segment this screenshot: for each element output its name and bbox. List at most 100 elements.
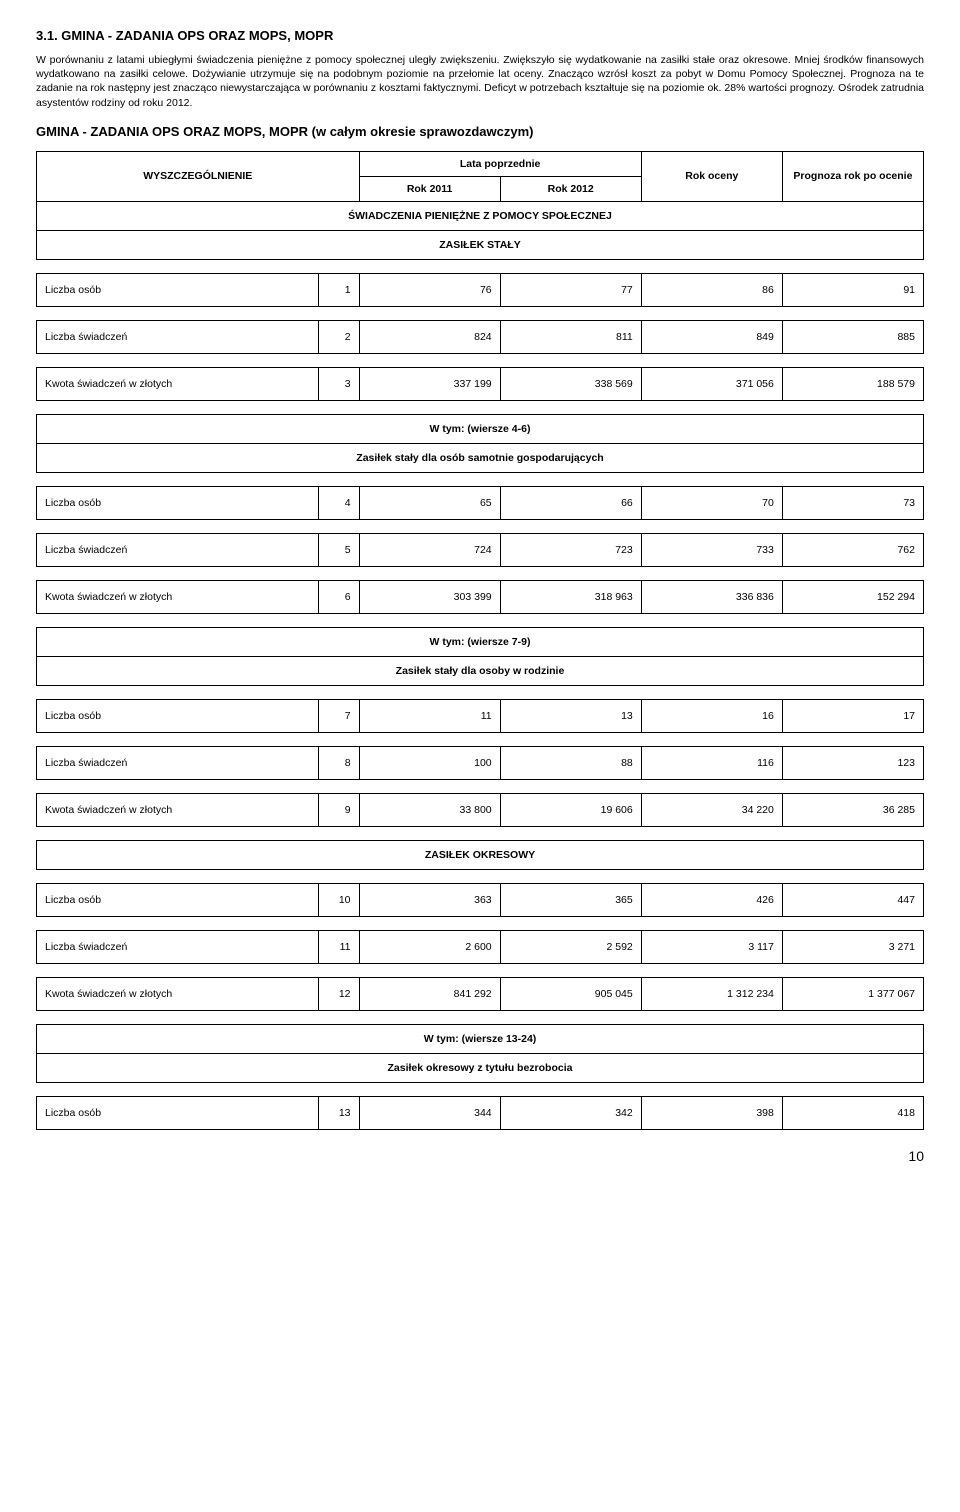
cell: 1 312 234 (641, 977, 782, 1010)
cell: 338 569 (500, 367, 641, 400)
table-row: Kwota świadczeń w złotych 12 841 292 905… (37, 977, 924, 1010)
cell: 303 399 (359, 580, 500, 613)
row-idx: 4 (319, 486, 359, 519)
cell: 152 294 (782, 580, 923, 613)
cell: 65 (359, 486, 500, 519)
row-idx: 8 (319, 746, 359, 779)
row-idx: 6 (319, 580, 359, 613)
row-idx: 11 (319, 930, 359, 963)
cell: 318 963 (500, 580, 641, 613)
header-row-1: WYSZCZEGÓLNIENIE Lata poprzednie Rok oce… (37, 151, 924, 176)
intro-paragraph: W porównaniu z latami ubiegłymi świadcze… (36, 53, 924, 110)
row-label: Liczba osób (37, 486, 319, 519)
row-label: Kwota świadczeń w złotych (37, 977, 319, 1010)
cell: 17 (782, 699, 923, 732)
header-rok-2011: Rok 2011 (359, 176, 500, 201)
header-rok-2012: Rok 2012 (500, 176, 641, 201)
section-wtym-13-24: W tym: (wiersze 13-24) (37, 1024, 924, 1053)
cell: 88 (500, 746, 641, 779)
table-row: Kwota świadczeń w złotych 9 33 800 19 60… (37, 793, 924, 826)
row-idx: 12 (319, 977, 359, 1010)
section-wtym-13-24-label: W tym: (wiersze 13-24) (37, 1024, 924, 1053)
section-wtym-4-6-label: W tym: (wiersze 4-6) (37, 414, 924, 443)
cell: 66 (500, 486, 641, 519)
section-samotnie-label: Zasiłek stały dla osób samotnie gospodar… (37, 443, 924, 472)
table-row: Kwota świadczeń w złotych 3 337 199 338 … (37, 367, 924, 400)
cell: 905 045 (500, 977, 641, 1010)
row-label: Liczba osób (37, 883, 319, 916)
cell: 123 (782, 746, 923, 779)
table-row: Liczba świadczeń 5 724 723 733 762 (37, 533, 924, 566)
cell: 723 (500, 533, 641, 566)
row-idx: 10 (319, 883, 359, 916)
cell: 849 (641, 320, 782, 353)
cell: 11 (359, 699, 500, 732)
cell: 1 377 067 (782, 977, 923, 1010)
row-label: Liczba świadczeń (37, 930, 319, 963)
header-lata-poprzednie: Lata poprzednie (359, 151, 641, 176)
cell: 13 (500, 699, 641, 732)
cell: 100 (359, 746, 500, 779)
section-title: 3.1. GMINA - ZADANIA OPS ORAZ MOPS, MOPR (36, 28, 924, 43)
table-row: Liczba osób 10 363 365 426 447 (37, 883, 924, 916)
section-rodzina-label: Zasiłek stały dla osoby w rodzinie (37, 656, 924, 685)
cell: 336 836 (641, 580, 782, 613)
cell: 2 592 (500, 930, 641, 963)
table-row: Liczba osób 7 11 13 16 17 (37, 699, 924, 732)
cell: 3 117 (641, 930, 782, 963)
row-idx: 2 (319, 320, 359, 353)
row-idx: 9 (319, 793, 359, 826)
table-row: Kwota świadczeń w złotych 6 303 399 318 … (37, 580, 924, 613)
section-samotnie: Zasiłek stały dla osób samotnie gospodar… (37, 443, 924, 472)
cell: 811 (500, 320, 641, 353)
cell: 34 220 (641, 793, 782, 826)
cell: 116 (641, 746, 782, 779)
cell: 3 271 (782, 930, 923, 963)
row-label: Kwota świadczeń w złotych (37, 580, 319, 613)
table-row: Liczba świadczeń 2 824 811 849 885 (37, 320, 924, 353)
main-table: WYSZCZEGÓLNIENIE Lata poprzednie Rok oce… (36, 151, 924, 1130)
table-row: Liczba świadczeń 11 2 600 2 592 3 117 3 … (37, 930, 924, 963)
section-wtym-7-9-label: W tym: (wiersze 7-9) (37, 627, 924, 656)
cell: 371 056 (641, 367, 782, 400)
header-prognoza: Prognoza rok po ocenie (782, 151, 923, 201)
cell: 398 (641, 1096, 782, 1129)
cell: 86 (641, 273, 782, 306)
section-wtym-4-6: W tym: (wiersze 4-6) (37, 414, 924, 443)
cell: 447 (782, 883, 923, 916)
cell: 337 199 (359, 367, 500, 400)
section-bezrobocie: Zasiłek okresowy z tytułu bezrobocia (37, 1053, 924, 1082)
row-label: Liczba świadczeń (37, 533, 319, 566)
table-row: Liczba świadczeń 8 100 88 116 123 (37, 746, 924, 779)
cell: 365 (500, 883, 641, 916)
row-idx: 3 (319, 367, 359, 400)
cell: 16 (641, 699, 782, 732)
table-row: Liczba osób 4 65 66 70 73 (37, 486, 924, 519)
cell: 344 (359, 1096, 500, 1129)
row-label: Liczba świadczeń (37, 320, 319, 353)
cell: 76 (359, 273, 500, 306)
section-swiadczenia-label: ŚWIADCZENIA PIENIĘŻNE Z POMOCY SPOŁECZNE… (37, 201, 924, 230)
row-label: Liczba świadczeń (37, 746, 319, 779)
header-wyszczegolnienie: WYSZCZEGÓLNIENIE (37, 151, 360, 201)
cell: 733 (641, 533, 782, 566)
cell: 342 (500, 1096, 641, 1129)
page-number: 10 (36, 1148, 924, 1164)
cell: 363 (359, 883, 500, 916)
section-bezrobocie-label: Zasiłek okresowy z tytułu bezrobocia (37, 1053, 924, 1082)
cell: 418 (782, 1096, 923, 1129)
cell: 91 (782, 273, 923, 306)
row-label: Kwota świadczeń w złotych (37, 367, 319, 400)
cell: 2 600 (359, 930, 500, 963)
table-title: GMINA - ZADANIA OPS ORAZ MOPS, MOPR (w c… (36, 124, 924, 139)
cell: 841 292 (359, 977, 500, 1010)
cell: 762 (782, 533, 923, 566)
cell: 77 (500, 273, 641, 306)
cell: 36 285 (782, 793, 923, 826)
cell: 19 606 (500, 793, 641, 826)
row-label: Liczba osób (37, 1096, 319, 1129)
table-row: Liczba osób 13 344 342 398 418 (37, 1096, 924, 1129)
header-rok-oceny: Rok oceny (641, 151, 782, 201)
cell: 33 800 (359, 793, 500, 826)
section-wtym-7-9: W tym: (wiersze 7-9) (37, 627, 924, 656)
